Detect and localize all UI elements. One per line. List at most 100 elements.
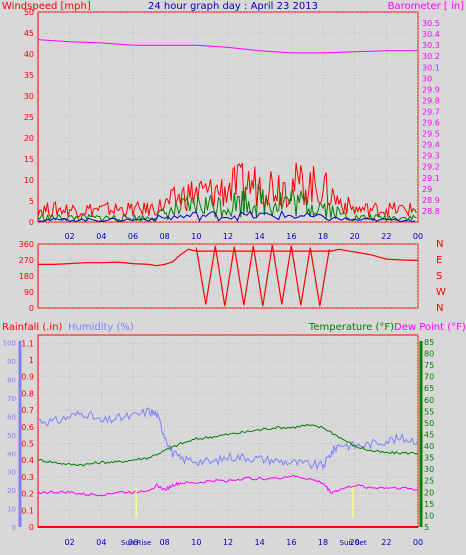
y-tick-label: 0 (29, 218, 34, 227)
y2-tick-label: 29.1 (422, 174, 440, 183)
wind-series-line (37, 210, 415, 223)
y2-tick-label: W (436, 287, 446, 298)
x-tick-label: 22 (381, 232, 391, 241)
y2-tick-label: 30.2 (422, 52, 440, 61)
chart-title: 24 hour graph day : April 23 2013 (148, 1, 318, 12)
y-tick-label: 50 (24, 8, 34, 17)
y-tick-label: 0.1 (21, 506, 34, 515)
axis-bars (18, 341, 423, 527)
y2-tick-label: 80 (424, 350, 434, 359)
y2-tick-label: 85 (424, 338, 434, 347)
y-tick-label: 0 (29, 523, 34, 532)
x-tick-label: 16 (286, 538, 296, 547)
humidity-tick-label: 50 (7, 432, 16, 440)
y-tick-label: 90 (24, 288, 34, 297)
windspeed-axis-label: Windspeed [mph] (2, 1, 91, 12)
y-tick-label: 1.1 (21, 339, 34, 348)
humidity-tick-label: 10 (7, 506, 16, 514)
x-tick-label: 04 (96, 232, 106, 241)
x-tick-label: 20 (350, 538, 360, 547)
humidity-tick-label: 80 (7, 377, 16, 385)
y2-tick-label: 75 (424, 361, 434, 370)
y2-tick-label: 29.8 (422, 96, 440, 105)
x-tick-label: 12 (223, 538, 233, 547)
y2-tick-label: 29.7 (422, 107, 440, 116)
y2-tick-label: 25 (424, 477, 434, 486)
y2-tick-label: 29.9 (422, 85, 440, 94)
y2-tick-label: 35 (424, 454, 434, 463)
wind-x-ticks: 02 04 06 08 10 12 14 16 18 20 22 00 (65, 232, 424, 241)
y2-tick-label: 28.8 (422, 207, 440, 216)
y2-tick-label: E (436, 255, 442, 266)
x-tick-label: 00 (413, 232, 423, 241)
y2-tick-label: 50 (424, 419, 434, 428)
y2-tick-label: 55 (424, 407, 434, 416)
y2-tick-label: 30 (424, 465, 434, 474)
y2-tick-label: 40 (424, 442, 434, 451)
y-tick-label: 0.2 (21, 490, 34, 499)
y-tick-label: 0.4 (21, 456, 34, 465)
humidity-tick-label: 30 (7, 469, 16, 477)
wind-series-line (37, 162, 417, 218)
y2-tick-label: 5 (424, 523, 429, 532)
dewpoint-axis-label: Dew Point (°F) (394, 322, 466, 333)
x-tick-label: 06 (128, 232, 138, 241)
humidity-tick-label: 70 (7, 395, 16, 403)
y-tick-label: 360 (19, 240, 34, 249)
y2-tick-label: 30.4 (422, 30, 440, 39)
y2-tick-label: 28.9 (422, 196, 440, 205)
temperature-y-ticks: 5 10 15 20 25 30 35 40 45 50 55 60 65 70 75 80 85 (424, 338, 434, 532)
x-tick-label: 20 (350, 232, 360, 241)
x-tick-label: 00 (413, 538, 423, 547)
y-tick-label: 15 (24, 155, 34, 164)
direction-y-ticks: 0 90 180 270 360 (19, 240, 34, 313)
y2-tick-label: 15 (424, 500, 434, 509)
wind-panel-grid (38, 11, 419, 223)
x-tick-label: 06 (128, 538, 138, 547)
y-tick-label: 5 (29, 197, 34, 206)
y-tick-label: 35 (24, 71, 34, 80)
wind-y-ticks: 0 5 10 15 20 25 30 35 40 45 50 (24, 8, 34, 227)
humidity-y-ticks: 0 10 20 30 40 50 60 70 80 90 100 (3, 340, 16, 532)
x-tick-label: 04 (96, 538, 106, 547)
x-tick-label: 08 (160, 232, 170, 241)
direction-series-line (38, 248, 419, 267)
x-tick-label: 18 (318, 538, 328, 547)
temp-series-line (37, 423, 419, 467)
y2-tick-label: 70 (424, 373, 434, 382)
y2-tick-label: 29.6 (422, 119, 440, 128)
temperature-axis-label: Temperature (°F) (308, 322, 394, 333)
y-tick-label: 0 (29, 304, 34, 313)
wind-series (37, 39, 418, 223)
y2-tick-label: 29.5 (422, 130, 440, 139)
humidity-tick-label: 90 (7, 358, 16, 366)
y-tick-label: 180 (19, 272, 34, 281)
barometer-axis-label: Barometer [ in] (388, 1, 464, 12)
y2-tick-label: 60 (424, 396, 434, 405)
y2-tick-label: 30.3 (422, 41, 440, 50)
y-tick-label: 10 (24, 176, 34, 185)
temp-series (37, 407, 419, 528)
rainfall-axis-label: Rainfall (.in) (2, 322, 63, 333)
y2-tick-label: 29.4 (422, 141, 440, 150)
direction-series-line (195, 244, 330, 307)
y-tick-label: 0.5 (21, 440, 34, 449)
temp-series-line (37, 407, 419, 471)
humidity-tick-label: 40 (7, 450, 16, 458)
y-tick-label: 20 (24, 134, 34, 143)
x-tick-label: 10 (191, 232, 201, 241)
x-tick-label: 14 (255, 232, 265, 241)
wind-series-line (37, 183, 417, 223)
x-tick-label: 08 (160, 538, 170, 547)
y2-tick-label: S (436, 271, 442, 282)
x-tick-label: 16 (286, 232, 296, 241)
x-tick-label: 02 (65, 232, 75, 241)
x-tick-label: 18 (318, 232, 328, 241)
y-tick-label: 1 (29, 356, 34, 365)
y2-tick-label: 30 (422, 74, 432, 83)
direction-series (38, 244, 419, 307)
humidity-tick-label: 0 (12, 524, 16, 532)
humidity-tick-label: 60 (7, 413, 16, 421)
y-tick-label: 0.8 (21, 389, 34, 398)
